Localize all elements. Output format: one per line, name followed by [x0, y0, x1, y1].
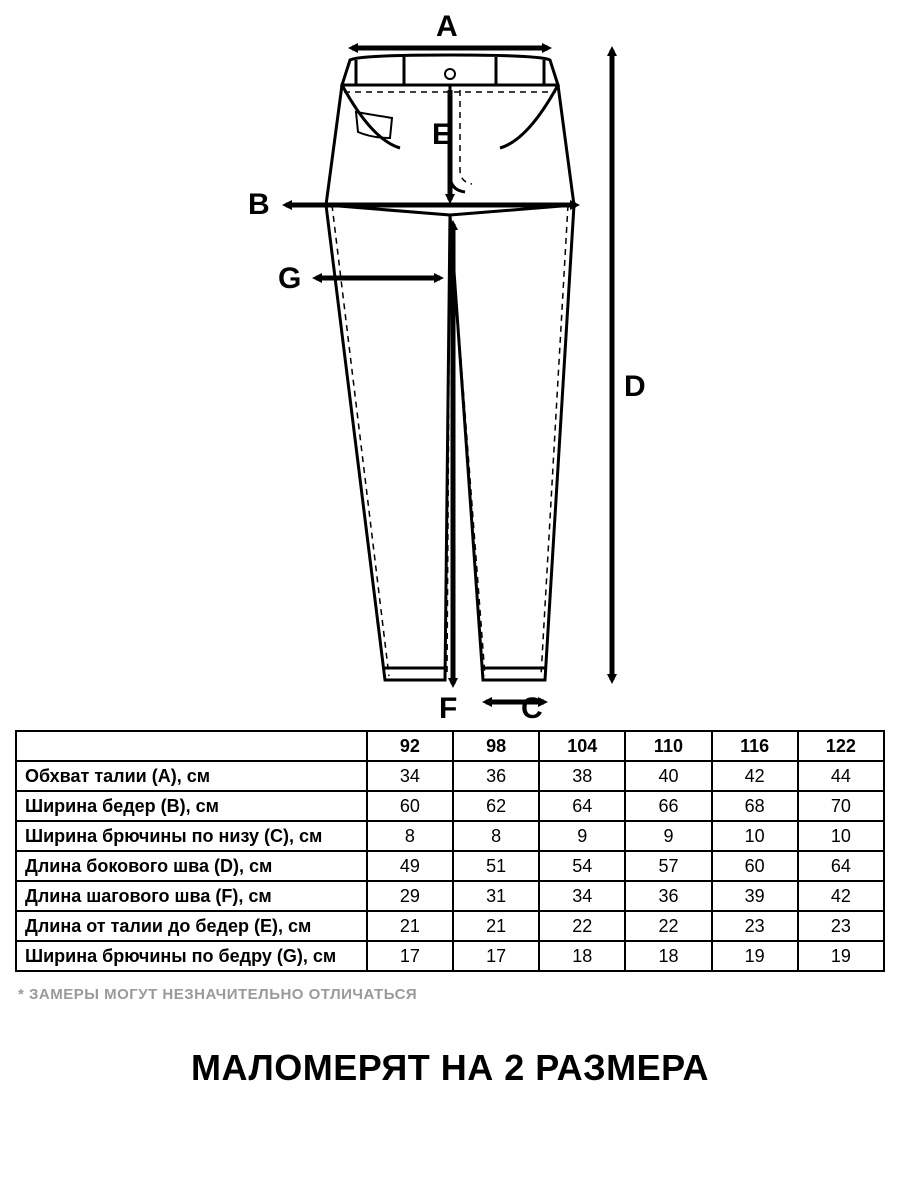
cell: 36	[625, 881, 711, 911]
cell: 21	[453, 911, 539, 941]
cell: 49	[367, 851, 453, 881]
cell: 9	[625, 821, 711, 851]
cell: 34	[539, 881, 625, 911]
label-d: D	[624, 370, 646, 404]
row-label: Длина шагового шва (F), см	[16, 881, 367, 911]
cell: 21	[367, 911, 453, 941]
cell: 42	[712, 761, 798, 791]
cell: 31	[453, 881, 539, 911]
row-label: Длина от талии до бедер (E), см	[16, 911, 367, 941]
label-g: G	[278, 262, 301, 296]
table-body: Обхват талии (A), см 34 36 38 40 42 44 Ш…	[16, 761, 884, 971]
cell: 68	[712, 791, 798, 821]
cell: 64	[539, 791, 625, 821]
cell: 66	[625, 791, 711, 821]
size-table: 92 98 104 110 116 122 Обхват талии (A), …	[15, 730, 885, 972]
footnote: * ЗАМЕРЫ МОГУТ НЕЗНАЧИТЕЛЬНО ОТЛИЧАТЬСЯ	[18, 986, 882, 1003]
cell: 9	[539, 821, 625, 851]
row-label: Обхват талии (A), см	[16, 761, 367, 791]
col-header: 122	[798, 731, 884, 761]
cell: 17	[367, 941, 453, 971]
cell: 22	[539, 911, 625, 941]
col-header: 104	[539, 731, 625, 761]
label-c: C	[521, 692, 543, 726]
cell: 8	[453, 821, 539, 851]
label-a: A	[436, 10, 458, 44]
cell: 18	[625, 941, 711, 971]
table-row: Длина от талии до бедер (E), см 21 21 22…	[16, 911, 884, 941]
cell: 8	[367, 821, 453, 851]
table-row: Ширина брючины по низу (C), см 8 8 9 9 1…	[16, 821, 884, 851]
cell: 17	[453, 941, 539, 971]
col-header: 98	[453, 731, 539, 761]
cell: 70	[798, 791, 884, 821]
table-row: Длина бокового шва (D), см 49 51 54 57 6…	[16, 851, 884, 881]
label-f: F	[439, 692, 457, 726]
headline: МАЛОМЕРЯТ НА 2 РАЗМЕРА	[0, 1047, 900, 1089]
cell: 29	[367, 881, 453, 911]
cell: 64	[798, 851, 884, 881]
cell: 39	[712, 881, 798, 911]
pants-svg	[0, 0, 900, 730]
table-row: Обхват талии (A), см 34 36 38 40 42 44	[16, 761, 884, 791]
label-b: B	[248, 188, 270, 222]
row-label: Ширина брючины по низу (C), см	[16, 821, 367, 851]
col-header: 92	[367, 731, 453, 761]
cell: 44	[798, 761, 884, 791]
cell: 19	[712, 941, 798, 971]
cell: 22	[625, 911, 711, 941]
table-row: Ширина бедер (B), см 60 62 64 66 68 70	[16, 791, 884, 821]
row-label: Длина бокового шва (D), см	[16, 851, 367, 881]
cell: 23	[798, 911, 884, 941]
cell: 42	[798, 881, 884, 911]
row-label: Ширина бедер (B), см	[16, 791, 367, 821]
header-blank	[16, 731, 367, 761]
pants-diagram: A B C D E F G	[0, 0, 900, 730]
cell: 10	[798, 821, 884, 851]
table-row: Длина шагового шва (F), см 29 31 34 36 3…	[16, 881, 884, 911]
cell: 57	[625, 851, 711, 881]
col-header: 116	[712, 731, 798, 761]
table-row: Ширина брючины по бедру (G), см 17 17 18…	[16, 941, 884, 971]
cell: 10	[712, 821, 798, 851]
cell: 62	[453, 791, 539, 821]
row-label: Ширина брючины по бедру (G), см	[16, 941, 367, 971]
cell: 51	[453, 851, 539, 881]
cell: 18	[539, 941, 625, 971]
cell: 54	[539, 851, 625, 881]
col-header: 110	[625, 731, 711, 761]
cell: 60	[712, 851, 798, 881]
cell: 38	[539, 761, 625, 791]
cell: 36	[453, 761, 539, 791]
cell: 60	[367, 791, 453, 821]
cell: 19	[798, 941, 884, 971]
table-header-row: 92 98 104 110 116 122	[16, 731, 884, 761]
label-e: E	[432, 118, 452, 152]
cell: 34	[367, 761, 453, 791]
cell: 40	[625, 761, 711, 791]
cell: 23	[712, 911, 798, 941]
